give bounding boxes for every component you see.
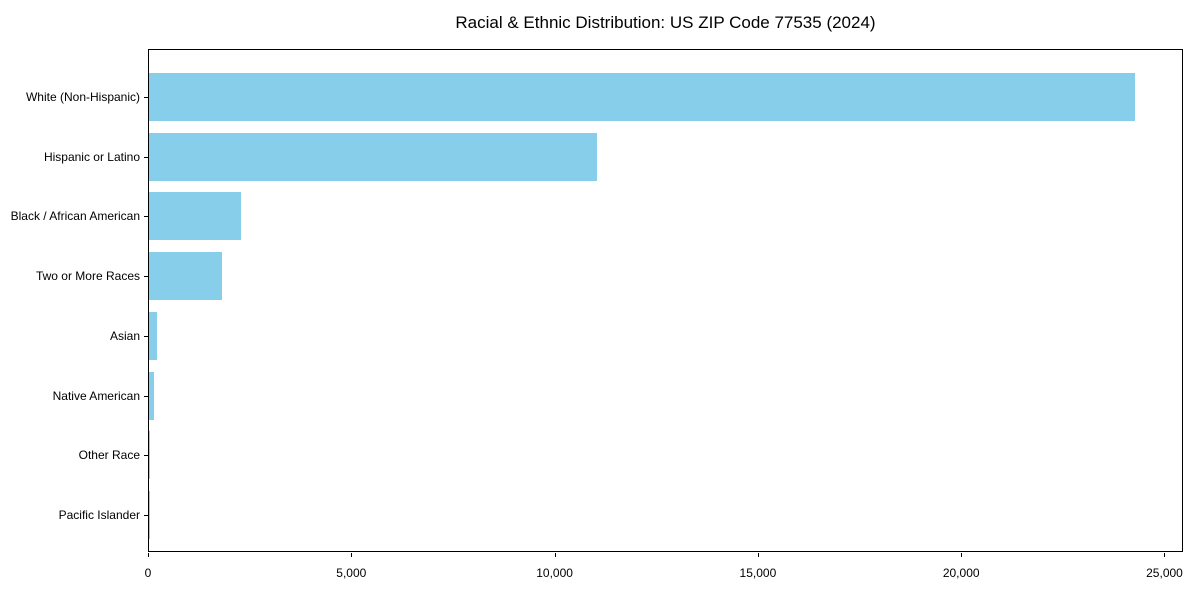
y-tick-mark: [144, 335, 148, 337]
bar-native-american: [149, 371, 154, 420]
y-tick-label: Pacific Islander: [58, 507, 140, 522]
x-tick-mark: [351, 553, 353, 557]
bar-white-non-hispanic: [149, 73, 1135, 121]
y-tick-label: Asian: [109, 328, 140, 343]
y-tick-label: Hispanic or Latino: [43, 149, 140, 164]
x-tick-mark: [148, 553, 149, 557]
y-tick-mark: [144, 216, 148, 218]
x-tick-label: 10,000: [536, 566, 573, 580]
y-tick-label: Two or More Races: [35, 269, 140, 284]
y-tick-mark: [144, 514, 148, 516]
x-tick-label: 15,000: [739, 566, 777, 580]
bar-black-african-american: [149, 192, 241, 241]
y-tick-mark: [144, 156, 148, 158]
y-tick-label: White (Non-Hispanic): [25, 90, 140, 104]
y-tick-mark: [144, 455, 148, 457]
chart-title: Racial & Ethnic Distribution: US ZIP Cod…: [455, 13, 876, 32]
x-tick-label: 0: [144, 566, 152, 580]
x-tick-mark: [961, 553, 963, 557]
bar-other-race: [149, 431, 151, 480]
x-tick-mark: [757, 553, 759, 557]
y-tick-label: Black / African American: [10, 209, 140, 224]
y-tick-mark: [144, 97, 148, 98]
y-tick-label: Other Race: [78, 448, 140, 463]
bar-asian: [149, 311, 158, 360]
y-tick-mark: [144, 276, 148, 278]
y-tick-label: Native American: [52, 388, 140, 403]
x-tick-mark: [554, 553, 556, 557]
y-tick-mark: [144, 395, 148, 397]
bar-hispanic-or-latino: [149, 132, 598, 181]
x-tick-mark: [1164, 553, 1166, 557]
x-tick-label: 5,000: [336, 566, 367, 580]
bar-two-or-more-races: [149, 252, 222, 301]
x-tick-label: 25,000: [1146, 566, 1183, 580]
x-tick-label: 20,000: [942, 566, 980, 580]
plot-area: [148, 49, 1183, 552]
